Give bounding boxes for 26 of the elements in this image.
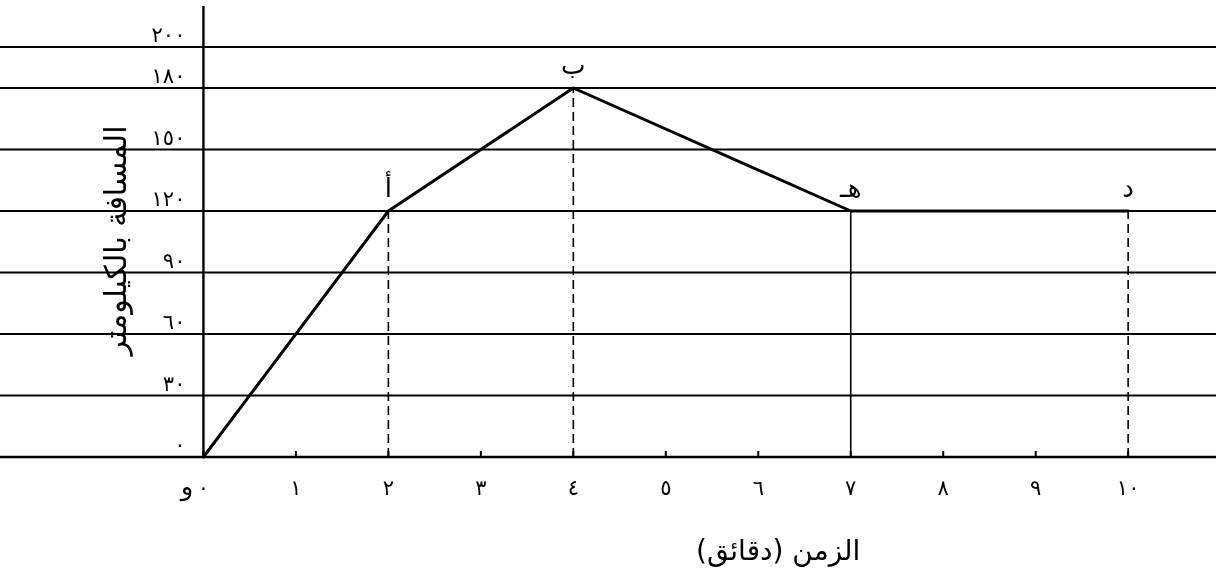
x-tick-label: ٠ (197, 476, 210, 500)
x-tick-label: ١٠ (1116, 476, 1140, 500)
y-axis-title: المسافة بالكيلومتر (97, 125, 133, 358)
y-tick-label: ١٢٠ (151, 187, 186, 211)
x-tick-label: ٣ (475, 476, 487, 500)
y-tick-label: ١٥٠ (151, 125, 186, 150)
x-tick-label: ٧ (845, 476, 857, 500)
x-tick-label: ٢ (382, 476, 395, 500)
y-tick-label: ٠ (174, 433, 186, 457)
y-tick-label: ٣٠ (162, 371, 186, 396)
x-tick-label: ٥ (660, 476, 672, 500)
y-tick-label: ١٨٠ (151, 64, 186, 88)
x-tick-label: ١ (290, 476, 302, 500)
y-tick-label: ٦٠ (162, 310, 186, 334)
x-tick-label: ٤ (567, 476, 579, 500)
x-axis-title: الزمن (دقائق) (696, 534, 861, 567)
y-tick-label: ٩٠ (162, 248, 186, 273)
annotation: هـ (840, 173, 862, 203)
annotation: و (180, 471, 194, 501)
annotation: ب (561, 50, 586, 80)
x-tick-label: ٦ (752, 476, 764, 500)
y-tick-label: ٢٠٠ (151, 23, 186, 47)
annotation: د (1122, 173, 1134, 203)
annotation: أ (384, 173, 392, 203)
x-tick-label: ٨ (937, 476, 949, 500)
x-tick-label: ٩ (1030, 476, 1042, 500)
